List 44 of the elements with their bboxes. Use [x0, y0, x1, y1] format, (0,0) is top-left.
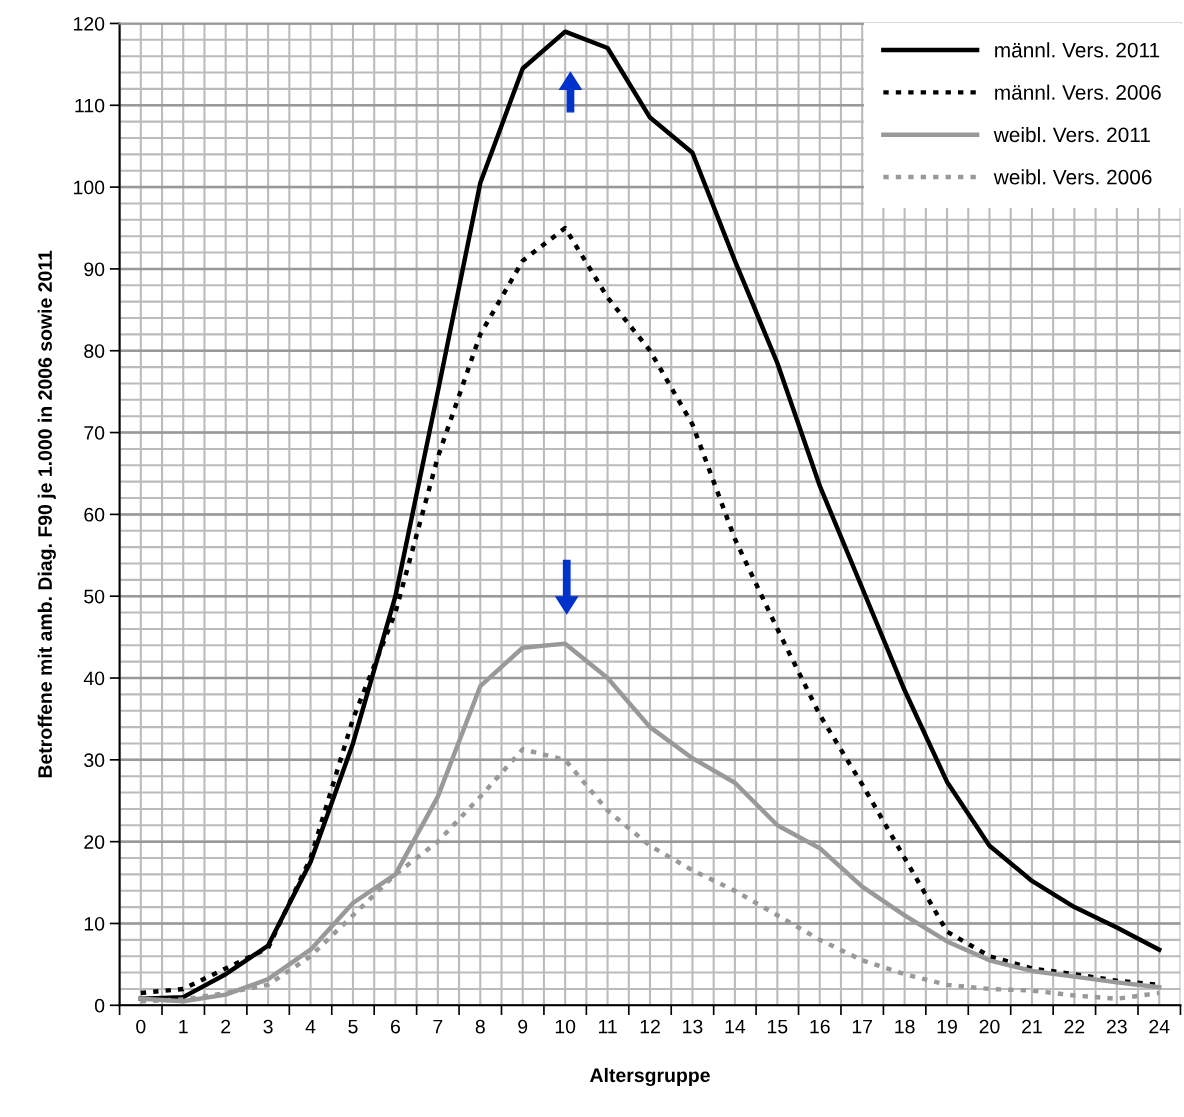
x-tick-label: 22	[1064, 1019, 1085, 1034]
x-tick-label: 13	[683, 1019, 703, 1034]
x-tick-label: 7	[433, 1019, 443, 1034]
x-tick-label: 21	[1022, 1019, 1042, 1034]
x-tick-label: 11	[598, 1019, 617, 1034]
y-tick-label: 120	[74, 16, 105, 31]
y-tick-label: 0	[94, 998, 105, 1013]
y-tick-label: 10	[84, 916, 105, 931]
x-tick-label: 3	[263, 1019, 273, 1034]
x-axis-title: Altersgruppe	[590, 1067, 710, 1087]
x-tick-label: 12	[640, 1019, 660, 1034]
y-tick-label: 70	[84, 426, 105, 440]
y-tick-label: 50	[84, 589, 105, 604]
y-axis-title: Betroffene mit amb. Diag. F90 je 1.000 in 2006 sowie 2011	[37, 250, 56, 778]
x-tick-label: 16	[810, 1019, 830, 1034]
x-tick-label: 10	[555, 1019, 576, 1034]
x-tick-label: 15	[767, 1019, 788, 1034]
x-tick-label: 23	[1106, 1019, 1127, 1034]
y-tick-label: 90	[84, 262, 105, 277]
x-tick-label: 0	[136, 1019, 146, 1034]
y-tick-label: 80	[84, 344, 105, 358]
x-tick-label: 2	[221, 1019, 231, 1034]
x-tick-label: 20	[979, 1019, 1000, 1034]
x-tick-label: 18	[895, 1019, 915, 1034]
x-tick-label: 14	[725, 1019, 746, 1034]
y-tick-label: 40	[83, 671, 105, 686]
x-tick-label: 9	[518, 1019, 528, 1034]
x-tick-label: 4	[305, 1019, 316, 1034]
x-tick-label: 1	[179, 1019, 188, 1034]
x-tick-label: 24	[1149, 1019, 1170, 1034]
x-tick-label: 5	[348, 1019, 358, 1034]
y-tick-label: 110	[75, 98, 105, 113]
x-tick-label: 19	[937, 1019, 957, 1034]
legend-label: weibl. Vers. 2011	[993, 126, 1150, 143]
legend-label: männl. Vers. 2011	[995, 42, 1160, 58]
x-tick-label: 17	[852, 1019, 873, 1034]
x-tick-label: 6	[390, 1019, 400, 1034]
y-tick-label: 30	[84, 753, 105, 768]
y-tick-label: 20	[84, 835, 105, 849]
legend-label: weibl. Vers. 2006	[993, 169, 1152, 185]
legend-label: männl. Vers. 2006	[995, 84, 1161, 100]
y-tick-label: 100	[74, 180, 105, 195]
y-tick-label: 60	[84, 507, 105, 522]
x-tick-label: 8	[475, 1019, 485, 1034]
